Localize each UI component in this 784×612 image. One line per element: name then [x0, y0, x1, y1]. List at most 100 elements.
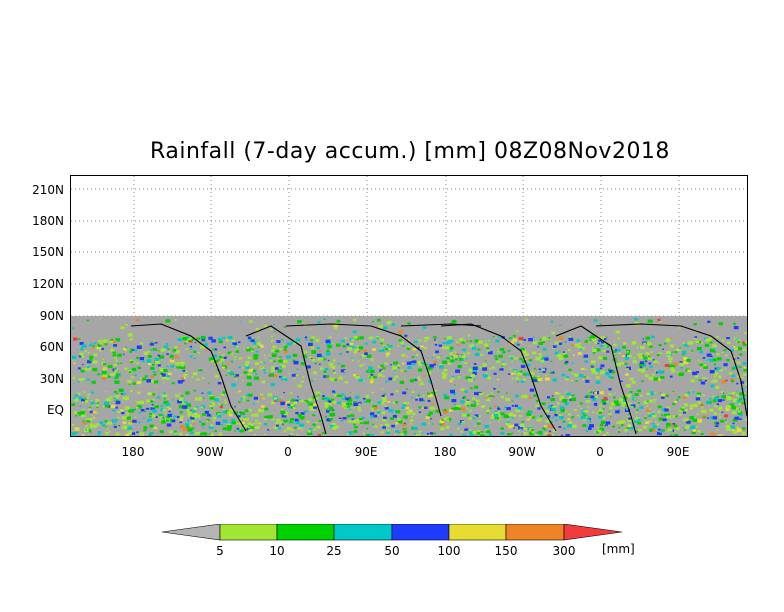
rain-cell — [707, 320, 711, 323]
rain-cell — [152, 371, 156, 374]
rain-cell — [178, 397, 184, 402]
rain-cell — [522, 378, 527, 381]
rain-cell — [398, 431, 401, 433]
rain-cell — [109, 340, 114, 344]
rain-cell — [112, 409, 116, 412]
rain-cell — [370, 377, 375, 381]
rain-cell — [451, 407, 454, 410]
rain-cell — [738, 410, 741, 413]
rain-cell — [399, 422, 401, 424]
rain-cell — [166, 416, 170, 420]
rain-cell — [117, 395, 121, 397]
rain-cell — [670, 434, 673, 436]
rain-cell — [243, 418, 247, 421]
rain-cell — [706, 353, 712, 357]
rain-cell — [240, 429, 245, 433]
rain-cell — [290, 404, 294, 407]
rain-cell — [454, 384, 456, 386]
rain-cell — [637, 389, 641, 393]
rain-cell — [402, 391, 407, 395]
rain-cell — [623, 342, 627, 345]
rain-cell — [538, 368, 541, 370]
rain-cell — [709, 397, 712, 400]
rain-cell — [101, 424, 106, 427]
rain-cell — [515, 377, 520, 380]
rain-cell — [538, 352, 542, 355]
rain-cell — [151, 393, 155, 396]
rain-cell — [671, 369, 676, 373]
rain-cell — [709, 341, 713, 344]
rain-cell — [624, 356, 630, 360]
rain-cell — [253, 413, 259, 417]
rain-cell — [365, 395, 369, 398]
rain-cell — [410, 361, 414, 363]
rain-cell — [541, 337, 547, 341]
rain-cell — [161, 373, 166, 377]
rain-cell — [323, 370, 327, 373]
rain-cell — [81, 398, 85, 402]
rain-cell — [218, 432, 223, 436]
rain-cell — [656, 354, 660, 357]
rain-cell — [127, 426, 132, 430]
rain-cell — [210, 415, 213, 417]
rain-cell — [602, 408, 605, 410]
rain-cell — [295, 421, 300, 424]
rain-cell — [150, 375, 154, 378]
rain-cell — [674, 351, 678, 354]
rain-cell — [690, 350, 693, 353]
rain-cell — [129, 350, 132, 353]
rain-cell — [349, 345, 354, 349]
rain-cell — [705, 338, 711, 342]
rain-cell — [521, 421, 523, 423]
rain-cell — [660, 375, 665, 379]
rain-cell — [551, 371, 555, 374]
rain-cell — [655, 370, 658, 373]
rain-cell — [266, 370, 268, 372]
rain-cell — [241, 421, 246, 424]
rain-cell — [700, 380, 702, 382]
rain-cell — [627, 424, 632, 427]
rain-cell — [236, 427, 240, 430]
rain-cell — [401, 362, 405, 365]
rain-cell — [458, 357, 464, 361]
rain-cell — [716, 367, 721, 371]
rain-cell — [411, 391, 415, 393]
rain-cell — [200, 335, 206, 340]
rain-cell — [99, 350, 102, 352]
rain-cell — [683, 429, 686, 431]
rain-cell — [684, 393, 689, 397]
rain-cell — [608, 375, 612, 378]
rain-cell — [626, 418, 632, 422]
rain-cell — [218, 351, 221, 354]
rain-cell — [210, 424, 214, 427]
rain-cell — [221, 354, 225, 357]
rain-cell — [732, 430, 738, 434]
rain-cell — [585, 379, 590, 383]
rain-cell — [733, 322, 736, 325]
rain-cell — [464, 390, 468, 393]
rain-cell — [146, 407, 150, 410]
rain-cell — [714, 404, 718, 408]
rain-cell — [636, 409, 639, 411]
rain-cell — [722, 392, 725, 394]
rain-cell — [711, 395, 715, 398]
rain-cell — [501, 365, 504, 367]
rain-cell — [350, 392, 352, 394]
rain-cell — [201, 339, 205, 342]
rain-cell — [168, 410, 171, 413]
rain-cell — [282, 377, 285, 379]
rain-cell — [433, 432, 436, 435]
rain-cell — [526, 412, 532, 416]
rain-cell — [724, 419, 727, 421]
rain-cell — [521, 433, 523, 435]
rain-cell — [199, 396, 202, 399]
rain-cell — [268, 415, 273, 419]
rain-cell — [632, 379, 634, 381]
rain-cell — [336, 319, 341, 323]
rain-cell — [225, 338, 230, 342]
rain-cell — [139, 432, 144, 436]
rain-cell — [347, 431, 353, 435]
rain-cell — [559, 406, 565, 410]
rain-cell — [412, 363, 416, 366]
rain-cell — [131, 349, 135, 351]
